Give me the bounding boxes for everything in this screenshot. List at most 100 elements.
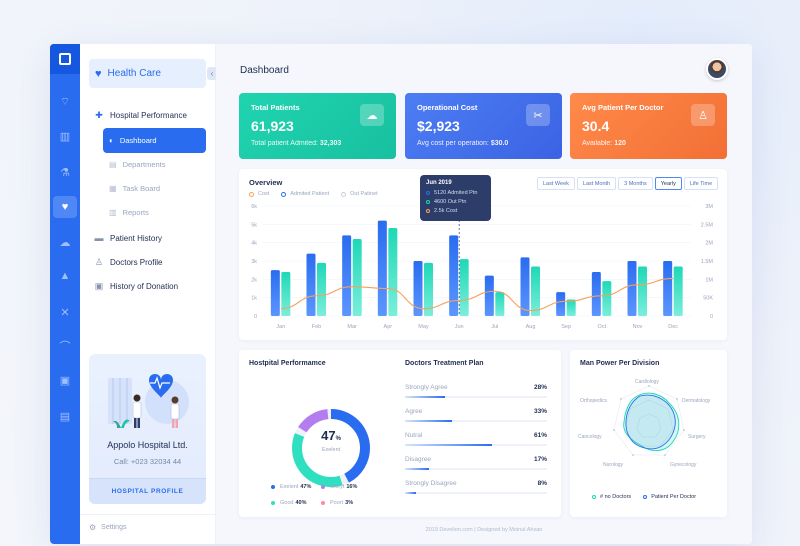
hospital-promo-card: Appolo Hospital Ltd. Call: +023 32034 44… xyxy=(89,354,206,504)
nav-label: Task Board xyxy=(122,184,161,193)
radar-label: Cancology xyxy=(578,434,602,440)
card-sub-label: Available: xyxy=(582,140,613,147)
legend-label: # no Doctors xyxy=(600,494,632,500)
wifi-icon[interactable]: ⌔ xyxy=(59,96,71,108)
nav-departments[interactable]: ▤ Departments xyxy=(103,152,206,177)
y-tick-left: 6k xyxy=(251,204,257,210)
range-life-time[interactable]: Life Time xyxy=(683,177,719,190)
nav-reports[interactable]: ▥ Reports xyxy=(103,200,206,225)
dot-icon xyxy=(321,485,325,489)
legend-poort: Poort 3% xyxy=(321,500,371,506)
settings-link[interactable]: ⚙ Settings xyxy=(89,523,126,532)
bar-out xyxy=(352,239,362,316)
donut-legend-row: Good 40% Poort 3% xyxy=(271,500,371,506)
dashboard-icon: ◐ xyxy=(109,136,114,145)
range-last-month[interactable]: Last Month xyxy=(576,177,617,190)
range-last-week[interactable]: Last Week xyxy=(537,177,575,190)
x-tick: Feb xyxy=(312,324,321,330)
heart-icon[interactable]: ♥ xyxy=(53,196,77,218)
nav-hospital-performance[interactable]: ✚ Hospital Performance xyxy=(94,110,187,121)
legend-value: 47% xyxy=(300,484,312,490)
operational-cost-card[interactable]: Operational Cost $2,923 Avg cost per ope… xyxy=(405,93,562,159)
nav-history-of-donation[interactable]: ▣ History of Donation xyxy=(94,281,178,292)
radar-label: Orthopedics xyxy=(580,398,607,404)
legend-doctors: # no Doctors xyxy=(592,494,631,500)
perf-number: 47 xyxy=(321,428,336,443)
nav-label: History of Donation xyxy=(110,282,179,291)
manpower-title: Man Power Per Division xyxy=(580,360,660,367)
legend-name: Exelent xyxy=(280,484,299,490)
brain-icon[interactable]: ☁ xyxy=(59,236,71,249)
tent-icon[interactable]: ▲ xyxy=(59,270,71,282)
brand-button[interactable]: ♥ Health Care xyxy=(89,59,206,88)
bar-admited xyxy=(591,272,601,316)
card-subtext: Available: 120 xyxy=(582,140,715,147)
plan-value: 8% xyxy=(537,480,547,487)
card-sub-label: Total patient Admited: xyxy=(251,140,318,147)
radar-point xyxy=(632,454,634,456)
doctor-icon: ♙ xyxy=(691,104,715,126)
card-subtext: Avg cost per operation: $30.0 xyxy=(417,140,550,147)
plan-label: Nutral xyxy=(405,432,423,439)
bar-out xyxy=(495,292,505,316)
legend-name: Poort xyxy=(330,500,344,506)
dot-icon xyxy=(271,485,275,489)
nav-task-board[interactable]: ▦ Task Board xyxy=(103,176,206,201)
chef-hat-icon: ☁ xyxy=(360,104,384,126)
y-tick-left: 4k xyxy=(251,241,257,247)
main-content: Dashboard Total Patients 61,923 Total pa… xyxy=(216,44,752,544)
performance-value: 47% xyxy=(301,428,361,443)
app-logo[interactable] xyxy=(50,44,80,74)
nav-doctors-profile[interactable]: ♙ Doctors Profile xyxy=(94,257,163,268)
tooltip-row: 2.5k Cost xyxy=(426,208,485,214)
bar-admited xyxy=(520,257,530,316)
legend-exelent: Exelent 47% xyxy=(271,484,321,490)
y-tick-right: 0 xyxy=(710,314,713,320)
x-tick: Jan xyxy=(276,324,285,330)
ambulance-icon[interactable]: ▣ xyxy=(59,374,71,387)
plan-label: Disagree xyxy=(405,456,432,463)
nav-dashboard[interactable]: ◐ Dashboard xyxy=(103,128,206,153)
plan-row: Disagree 17% xyxy=(405,456,547,472)
total-patients-card[interactable]: Total Patients 61,923 Total patient Admi… xyxy=(239,93,396,159)
y-tick-left: 2k xyxy=(251,277,257,283)
plan-label: Agree xyxy=(405,408,423,415)
range-yearly[interactable]: Yearly xyxy=(654,177,682,190)
overview-chart: 0 0 1k 50K 2k 1M 3k 1.5M 4k 2M 5k 2.5M 6k 3M Jan Feb Mar… xyxy=(251,204,713,330)
dot-icon xyxy=(426,209,430,213)
y-tick-left: 1k xyxy=(251,296,257,302)
tooltip-row: 5120 Admited Ptn xyxy=(426,190,485,196)
bar-admited xyxy=(306,253,316,316)
bar-out xyxy=(459,259,469,316)
chart-icon[interactable]: ▥ xyxy=(59,130,71,143)
radar-doctors-area xyxy=(623,392,680,451)
legend-good: Good 40% xyxy=(271,500,321,506)
radar-grid xyxy=(624,399,674,447)
user-avatar[interactable] xyxy=(706,58,728,80)
x-tick: Mar xyxy=(347,324,357,330)
range-selector: Last Week Last Month 3 Months Yearly Lif… xyxy=(537,177,720,190)
monitor-icon[interactable]: ▤ xyxy=(59,410,71,423)
radar-label: Dermatology xyxy=(682,398,711,404)
range-3-months[interactable]: 3 Months xyxy=(618,177,653,190)
legend-value: 40% xyxy=(295,500,307,506)
perf-unit: % xyxy=(335,436,341,442)
collapse-sidebar-button[interactable]: ‹ xyxy=(207,67,217,80)
bird-icon[interactable]: ⌒ xyxy=(59,341,71,353)
tooltip-text: 2.5k Cost xyxy=(434,208,458,214)
tools-icon[interactable]: ✕ xyxy=(60,306,70,319)
plan-fill xyxy=(405,396,445,398)
chart-tooltip: Jun 2019 5120 Admited Ptn 4600 Out Ptn 2… xyxy=(420,175,491,221)
avg-patient-card[interactable]: Avg Patient Per Doctor 30.4 Available: 1… xyxy=(570,93,727,159)
nav-label: Doctors Profile xyxy=(110,258,163,267)
y-tick-left: 3k xyxy=(251,259,257,265)
radar-point xyxy=(620,398,622,400)
flask-icon[interactable]: ⚗ xyxy=(60,166,70,179)
x-tick: Sep xyxy=(561,324,571,330)
plan-track xyxy=(405,396,547,398)
page-title: Dashboard xyxy=(240,65,289,76)
plan-label: Strongly Disagree xyxy=(405,480,457,487)
hospital-profile-button[interactable]: HOSPITAL PROFILE xyxy=(89,478,206,504)
nav-patient-history[interactable]: ▬ Patient History xyxy=(94,233,163,243)
card-subtext: Total patient Admited: 32,303 xyxy=(251,140,384,147)
